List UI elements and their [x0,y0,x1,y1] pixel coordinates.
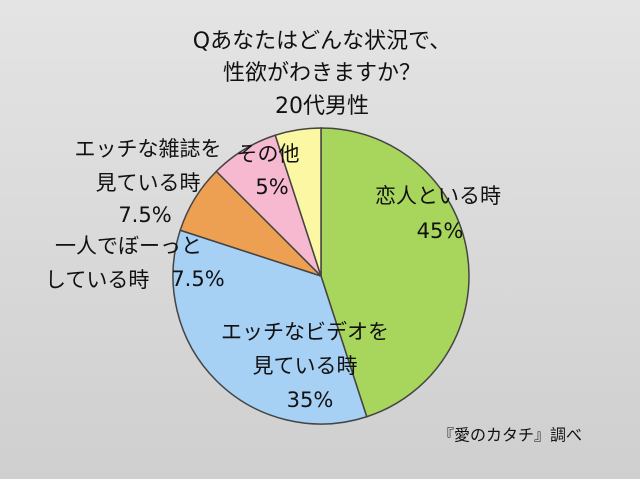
pie-slice [320,127,470,418]
slice-label: 恋人といる時 [375,184,501,208]
slice-label: 一人でぼーっとしている時 [45,234,202,292]
value-label: 5% [255,175,288,199]
slice-label: その他 [237,142,300,166]
pie-slice [172,229,368,425]
source-note: 『愛のカタチ』調べ [438,426,582,445]
slice-label: エッチなビデオを見ている時 [221,320,389,378]
chart-subtitle: 20代男性 [275,94,369,119]
value-label: 35% [287,388,334,412]
pie-slice [274,127,322,277]
value-label: 45% [417,219,464,243]
slice-label: エッチな雑誌を見ている時 [75,137,222,195]
value-label: 7.5% [118,203,171,227]
value-label: 7.5% [171,267,224,291]
pie [172,127,470,425]
chart-title: Qあなたはどんな状況で、性欲がわきますか？ [193,29,451,86]
